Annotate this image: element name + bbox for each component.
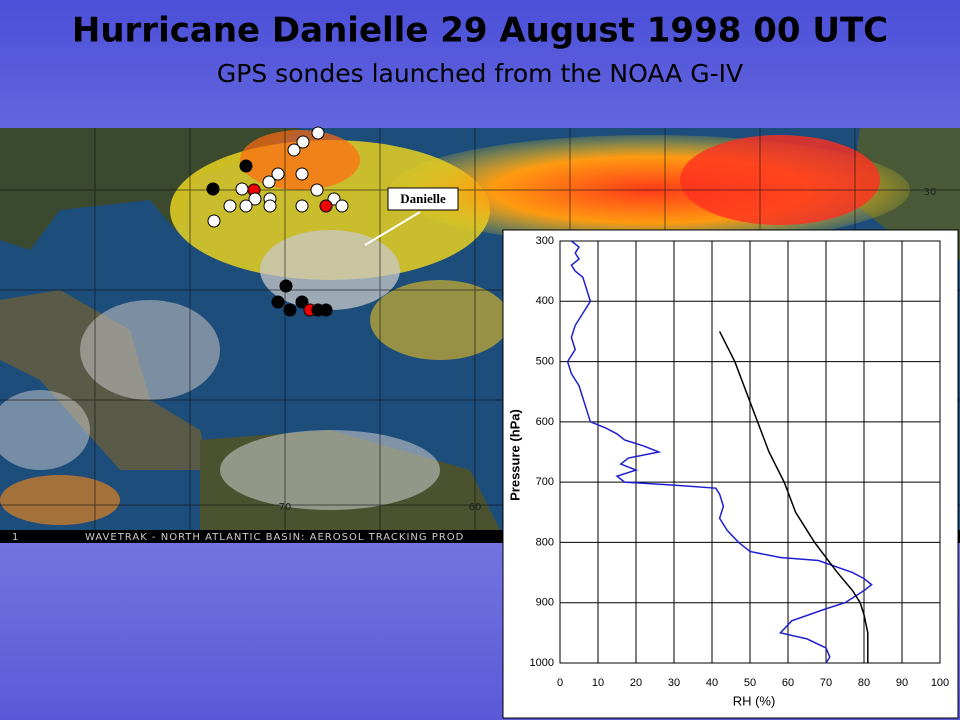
cloud [0, 390, 90, 470]
cloud [220, 430, 440, 510]
x-axis-label: RH (%) [733, 693, 776, 708]
x-tick-label: 20 [630, 677, 642, 689]
y-tick-label: 500 [536, 355, 554, 367]
x-tick-label: 60 [782, 677, 794, 689]
cloud [80, 300, 220, 400]
lon-label: 70 [279, 502, 292, 513]
chart: 0 10 20 30 40 50 60 70 80 90 100 300 400 500 600 700 800… [530, 235, 950, 689]
sonde-dots [206, 126, 349, 317]
aerosol [240, 130, 360, 190]
y-tick-label: 300 [536, 235, 554, 247]
aerosol [0, 475, 120, 525]
x-tick-label: 0 [557, 677, 563, 689]
x-tick-label: 100 [931, 677, 949, 689]
x-tick-label: 70 [820, 677, 832, 689]
y-tick-label: 800 [536, 536, 554, 548]
lon-label: 60 [469, 502, 482, 513]
y-tick-label: 1000 [530, 657, 554, 669]
plot-frame [559, 240, 941, 664]
y-axis-label: Pressure (hPa) [507, 409, 522, 501]
aerosol [370, 280, 510, 360]
x-tick-label: 90 [896, 677, 908, 689]
storm-label: Danielle [400, 191, 446, 206]
y-tick-label: 400 [536, 295, 554, 307]
line [566, 240, 873, 664]
x-tick-label: 10 [592, 677, 604, 689]
x-tick-label: 50 [744, 677, 756, 689]
y-tick-label: 900 [536, 597, 554, 609]
lon-label: 30 [924, 187, 937, 198]
banner-text: WAVETRAK - NORTH ATLANTIC BASIN: AEROSOL… [85, 532, 464, 543]
line [718, 331, 869, 663]
subtitle: GPS sondes launched from the NOAA G-IV [217, 59, 743, 88]
chart-panel [502, 229, 959, 719]
x-tick-label: 80 [858, 677, 870, 689]
y-tick-label: 700 [536, 476, 554, 488]
storm-label-box [387, 187, 459, 211]
x-tick-label: 30 [668, 677, 680, 689]
storm-arrow [364, 211, 421, 246]
frame-number: 1 [12, 532, 18, 543]
title: Hurricane Danielle 29 August 1998 00 UTC [72, 11, 888, 51]
y-tick-label: 600 [536, 416, 554, 428]
aerosol [680, 135, 880, 225]
x-tick-label: 40 [706, 677, 718, 689]
